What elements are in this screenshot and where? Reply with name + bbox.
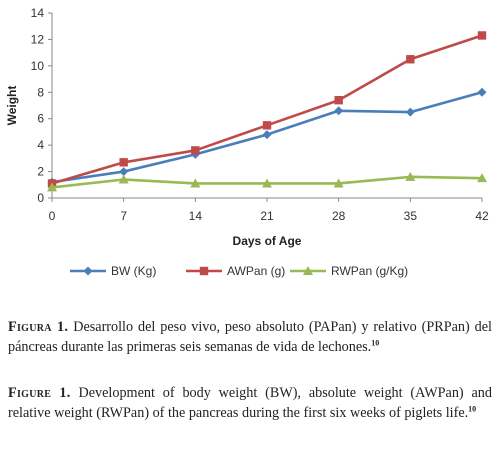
legend-item: RWPan (g/Kg) xyxy=(290,264,408,278)
legend-marker xyxy=(83,266,93,276)
data-point xyxy=(405,107,415,117)
data-point xyxy=(334,96,343,105)
data-point xyxy=(406,55,415,64)
data-point xyxy=(118,174,129,184)
data-point xyxy=(405,171,416,181)
y-axis-title: Weight xyxy=(5,86,19,126)
legend-label: AWPan (g) xyxy=(227,264,285,278)
y-tick-label: 12 xyxy=(31,32,45,46)
data-point xyxy=(477,31,487,40)
x-tick-label: 14 xyxy=(189,209,203,223)
legend-item: AWPan (g) xyxy=(186,264,285,278)
x-tick-label: 21 xyxy=(260,209,274,223)
series-3 xyxy=(47,171,487,192)
caption-spanish-ref: 10 xyxy=(371,337,380,347)
y-tick-label: 4 xyxy=(37,138,44,152)
caption-spanish-text: Desarrollo del peso vivo, peso absoluto … xyxy=(8,319,492,355)
data-point xyxy=(262,178,272,188)
legend-label: RWPan (g/Kg) xyxy=(331,264,408,278)
y-tick-label: 8 xyxy=(37,85,44,99)
data-point xyxy=(477,87,487,97)
data-point xyxy=(47,182,57,192)
legend-marker xyxy=(303,266,313,275)
x-tick-label: 28 xyxy=(332,209,346,223)
y-tick-label: 6 xyxy=(37,112,44,126)
legend-item: BW (Kg) xyxy=(70,264,156,278)
x-axis-ticks: 0 7 14 21 28 35 42 xyxy=(49,198,489,223)
x-tick-label: 0 xyxy=(49,209,56,223)
y-axis-ticks: 0 2 4 6 8 10 12 14 xyxy=(31,6,52,205)
data-point xyxy=(477,173,487,183)
data-point xyxy=(333,178,344,188)
y-tick-label: 10 xyxy=(31,59,45,73)
y-tick-label: 0 xyxy=(37,191,44,205)
caption-english-text: Development of body weight (BW), absolut… xyxy=(8,385,492,421)
data-point xyxy=(119,158,128,167)
data-point xyxy=(262,121,272,130)
caption-english-lead: Figure 1. xyxy=(8,385,71,401)
legend: BW (Kg) AWPan (g) RWPan (g/Kg) xyxy=(70,264,408,278)
legend-marker xyxy=(199,266,209,276)
line-chart: 0 2 4 6 8 10 12 14 0 7 14 21 28 35 42 Weight Days of … xyxy=(5,6,489,278)
caption-english: Figure 1. Development of body weight (BW… xyxy=(8,384,492,423)
y-tick-label: 2 xyxy=(37,165,44,179)
caption-spanish-lead: Figura 1. xyxy=(8,319,69,335)
data-point xyxy=(334,106,344,116)
data-point xyxy=(191,146,200,155)
data-point xyxy=(190,178,201,188)
series-layer xyxy=(47,31,487,192)
legend-label: BW (Kg) xyxy=(111,264,156,278)
x-tick-label: 35 xyxy=(404,209,418,223)
data-point xyxy=(119,167,129,177)
y-tick-label: 14 xyxy=(31,6,45,20)
x-axis-title: Days of Age xyxy=(233,234,302,248)
data-point xyxy=(262,130,272,140)
x-tick-label: 42 xyxy=(475,209,489,223)
caption-spanish: Figura 1. Desarrollo del peso vivo, peso… xyxy=(8,318,492,357)
series-1 xyxy=(47,87,487,187)
caption-english-ref: 10 xyxy=(468,403,477,413)
x-tick-label: 7 xyxy=(120,209,127,223)
